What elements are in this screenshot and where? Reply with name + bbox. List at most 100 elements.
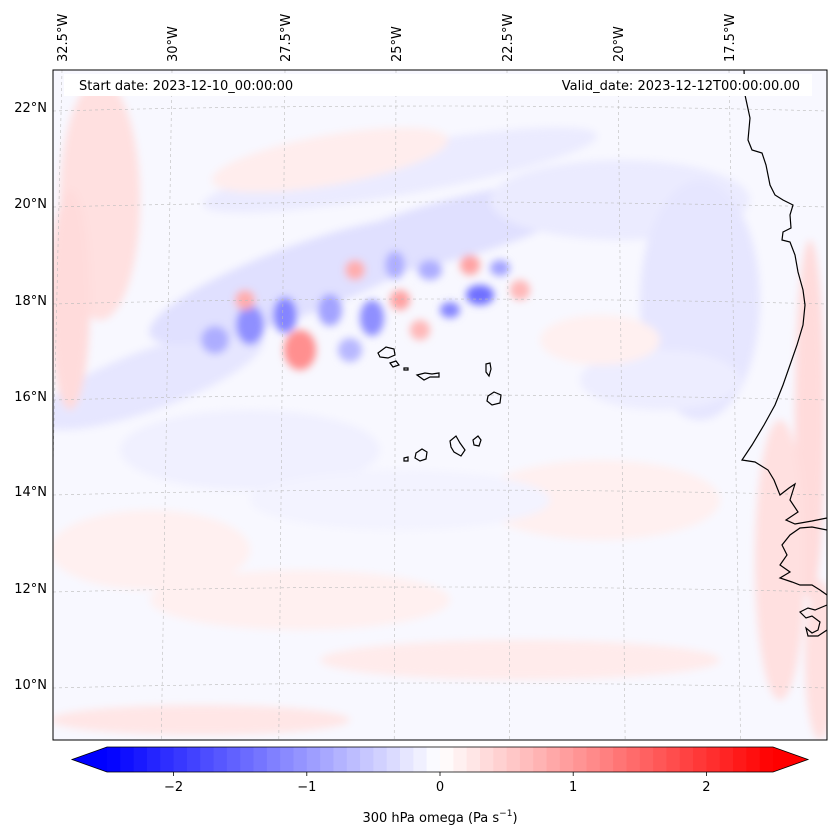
- colorbar-cell: [479, 747, 494, 772]
- colorbar-tick-label: −2: [164, 780, 183, 795]
- colorbar-cell: [426, 747, 441, 772]
- colorbar-cell: [679, 747, 694, 772]
- colorbar-cell: [573, 747, 588, 772]
- colorbar-cell: [386, 747, 401, 772]
- start-date-label: Start date: 2023-12-10_00:00:00: [79, 79, 293, 94]
- colorbar-cells: [72, 747, 808, 772]
- latitude-label: 10°N: [14, 678, 47, 693]
- africa-coastline: [740, 70, 827, 525]
- omega-blob: [805, 580, 827, 740]
- island-boa-vista: [486, 391, 502, 406]
- omega-blob: [150, 570, 450, 630]
- colorbar-cell: [653, 747, 668, 772]
- omega-blob: [480, 460, 720, 540]
- colorbar-cell: [320, 747, 335, 772]
- latitude-label: 22°N: [14, 101, 47, 116]
- colorbar-cell: [559, 747, 574, 772]
- colorbar-cell: [533, 747, 548, 772]
- colorbar-label: 300 hPa omega (Pa s−1): [362, 809, 517, 826]
- longitude-labels: 32.5°W 30°W 27.5°W 25°W 22.5°W 20°W 17.5°W: [56, 14, 738, 62]
- meridian-line: [728, 70, 741, 740]
- map-gridlines: [53, 70, 827, 740]
- island-sao-nicolau: [415, 372, 440, 381]
- omega-field: [53, 80, 827, 740]
- colorbar-cell: [733, 747, 747, 772]
- parallel-line: [53, 298, 827, 305]
- colorbar-cell: [333, 747, 348, 772]
- colorbar-cell: [493, 747, 508, 772]
- omega-blob: [202, 127, 598, 213]
- omega-blob: [211, 127, 449, 193]
- omega-blob: [284, 330, 316, 370]
- colorbar-cell: [599, 747, 614, 772]
- colorbar-cell: [226, 747, 241, 772]
- island-brava: [403, 456, 409, 462]
- omega-blob: [273, 297, 297, 333]
- colorbar-tick-label: 2: [702, 780, 710, 795]
- island-maio: [472, 435, 482, 447]
- longitude-label: 25°W: [390, 26, 405, 62]
- colorbar-cell: [639, 747, 654, 772]
- colorbar-cell: [613, 747, 628, 772]
- omega-blob: [360, 300, 384, 336]
- omega-blob: [201, 326, 229, 354]
- longitude-label: 17.5°W: [723, 14, 738, 62]
- longitude-label: 30°W: [166, 26, 181, 62]
- colorbar-cell: [440, 747, 454, 772]
- omega-blob: [53, 190, 90, 410]
- omega-blob: [318, 294, 342, 326]
- island-santa-luzia: [403, 367, 409, 371]
- africa-coastline-south: [778, 526, 827, 596]
- colorbar-ticks: −2 −1 0 1 2: [164, 772, 711, 795]
- valid-date-label: Valid_date: 2023-12-12T00:00:00.00: [562, 79, 800, 94]
- omega-blob: [440, 302, 460, 318]
- colorbar-cell: [146, 747, 161, 772]
- parallel-line: [53, 201, 827, 208]
- colorbar-cell: [693, 747, 707, 772]
- omega-blob: [338, 338, 362, 362]
- colorbar-cell: [213, 747, 228, 772]
- colorbar-cell: [400, 747, 414, 772]
- latitude-label: 16°N: [14, 390, 47, 405]
- colorbar-cell: [626, 747, 641, 772]
- meridian-line: [506, 70, 510, 740]
- parallel-line: [53, 489, 827, 496]
- island-sal: [485, 362, 492, 378]
- colorbar-tick-label: −1: [297, 780, 316, 795]
- omega-blob: [510, 280, 530, 300]
- colorbar-cell: [586, 747, 601, 772]
- colorbar-cell: [413, 747, 428, 772]
- colorbar-cell: [466, 747, 481, 772]
- latitude-label: 14°N: [14, 485, 47, 500]
- colorbar-cell: [160, 747, 175, 772]
- colorbar-cell: [280, 747, 295, 772]
- colorbar-tick-label: 0: [436, 780, 444, 795]
- meridian-line: [278, 70, 286, 740]
- colorbar-tick-label: 1: [569, 780, 577, 795]
- parallel-line: [53, 394, 827, 401]
- colorbar-extend-min: [72, 747, 107, 772]
- omega-blob: [410, 320, 430, 340]
- parallel-line: [53, 586, 827, 593]
- colorbar-cell: [306, 747, 321, 772]
- colorbar-cell: [346, 747, 361, 772]
- colorbar-cell: [373, 747, 388, 772]
- island-sao-vicente: [389, 360, 400, 368]
- longitude-label: 22.5°W: [501, 14, 516, 62]
- colorbar-cell: [107, 747, 121, 772]
- omega-blob: [53, 510, 250, 590]
- header-box: [64, 74, 812, 96]
- colorbar-cell: [546, 747, 561, 772]
- colorbar: −2 −1 0 1 2 300 hPa omega (Pa s−1): [70, 746, 810, 826]
- omega-blob: [53, 330, 264, 430]
- colorbar-cell: [666, 747, 681, 772]
- colorbar-cell: [706, 747, 721, 772]
- longitude-label: 32.5°W: [56, 14, 71, 62]
- meridian-line: [160, 70, 173, 740]
- meridian-line: [393, 70, 397, 740]
- omega-blob: [345, 260, 365, 280]
- map-frame: [52, 69, 828, 741]
- colorbar-cell: [173, 747, 188, 772]
- map-panel: [52, 69, 828, 741]
